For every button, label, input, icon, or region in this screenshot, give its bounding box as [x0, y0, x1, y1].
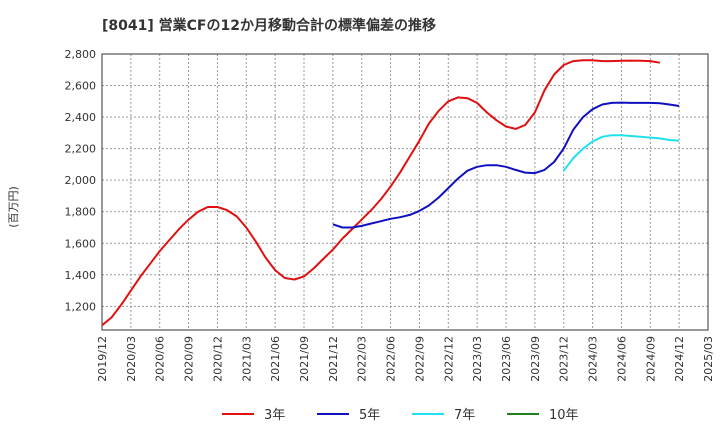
series-line-1 [332, 101, 680, 229]
y-tick-label: 2,800 [65, 48, 97, 61]
x-tick-label: 2023/03 [471, 336, 484, 382]
y-tick-label: 1,800 [65, 206, 97, 219]
series-line-0 [101, 59, 661, 327]
legend-label-1: 5年 [359, 408, 380, 423]
y-tick-label: 1,200 [65, 300, 97, 313]
y-tick-label: 2,400 [65, 111, 97, 124]
y-tick-label: 2,000 [65, 174, 97, 187]
x-tick-label: 2019/12 [96, 336, 109, 382]
x-tick-label: 2020/03 [125, 336, 138, 382]
legend-label-3: 10年 [549, 408, 579, 423]
series-line-2 [562, 134, 680, 172]
y-axis: 1,200 1,400 1,600 1,800 2,000 2,200 2,400 2,600… [65, 48, 97, 313]
x-tick-label: 2023/12 [558, 336, 571, 382]
x-tick-label: 2023/06 [500, 336, 513, 382]
y-tick-label: 1,600 [65, 237, 97, 250]
series-lines [101, 59, 680, 327]
x-tick-label: 2021/06 [269, 336, 282, 382]
y-tick-label: 2,600 [65, 80, 97, 93]
x-tick-label: 2020/06 [154, 336, 167, 382]
legend-label-2: 7年 [454, 408, 475, 423]
x-tick-label: 2022/09 [413, 336, 426, 382]
x-tick-label: 2021/03 [240, 336, 253, 382]
legend: 3年 5年 7年 10年 [222, 408, 579, 423]
x-tick-label: 2020/09 [183, 336, 196, 382]
y-tick-label: 2,200 [65, 143, 97, 156]
y-tick-label: 1,400 [65, 269, 97, 282]
x-tick-label: 2021/09 [298, 336, 311, 382]
plot-area [101, 53, 709, 331]
x-tick-label: 2022/12 [442, 336, 455, 382]
x-tick-label: 2023/09 [529, 336, 542, 382]
x-tick-label: 2024/09 [644, 336, 657, 382]
x-tick-label: 2024/12 [673, 336, 686, 382]
x-tick-label: 2024/06 [615, 336, 628, 382]
chart-title: [8041] 営業CFの12か月移動合計の標準偏差の推移 [102, 17, 436, 34]
x-tick-label: 2021/12 [327, 336, 340, 382]
x-tick-label: 2024/03 [587, 336, 600, 382]
grid [101, 53, 709, 330]
x-tick-label: 2025/03 [702, 336, 715, 382]
legend-label-0: 3年 [264, 408, 285, 423]
x-tick-label: 2020/12 [211, 336, 224, 382]
x-tick-label: 2022/06 [385, 336, 398, 382]
y-axis-label: (百万円) [7, 186, 20, 228]
x-axis: 2019/12 2020/03 2020/06 2020/09 2020/12 2021/… [96, 336, 715, 382]
x-tick-label: 2022/03 [356, 336, 369, 382]
